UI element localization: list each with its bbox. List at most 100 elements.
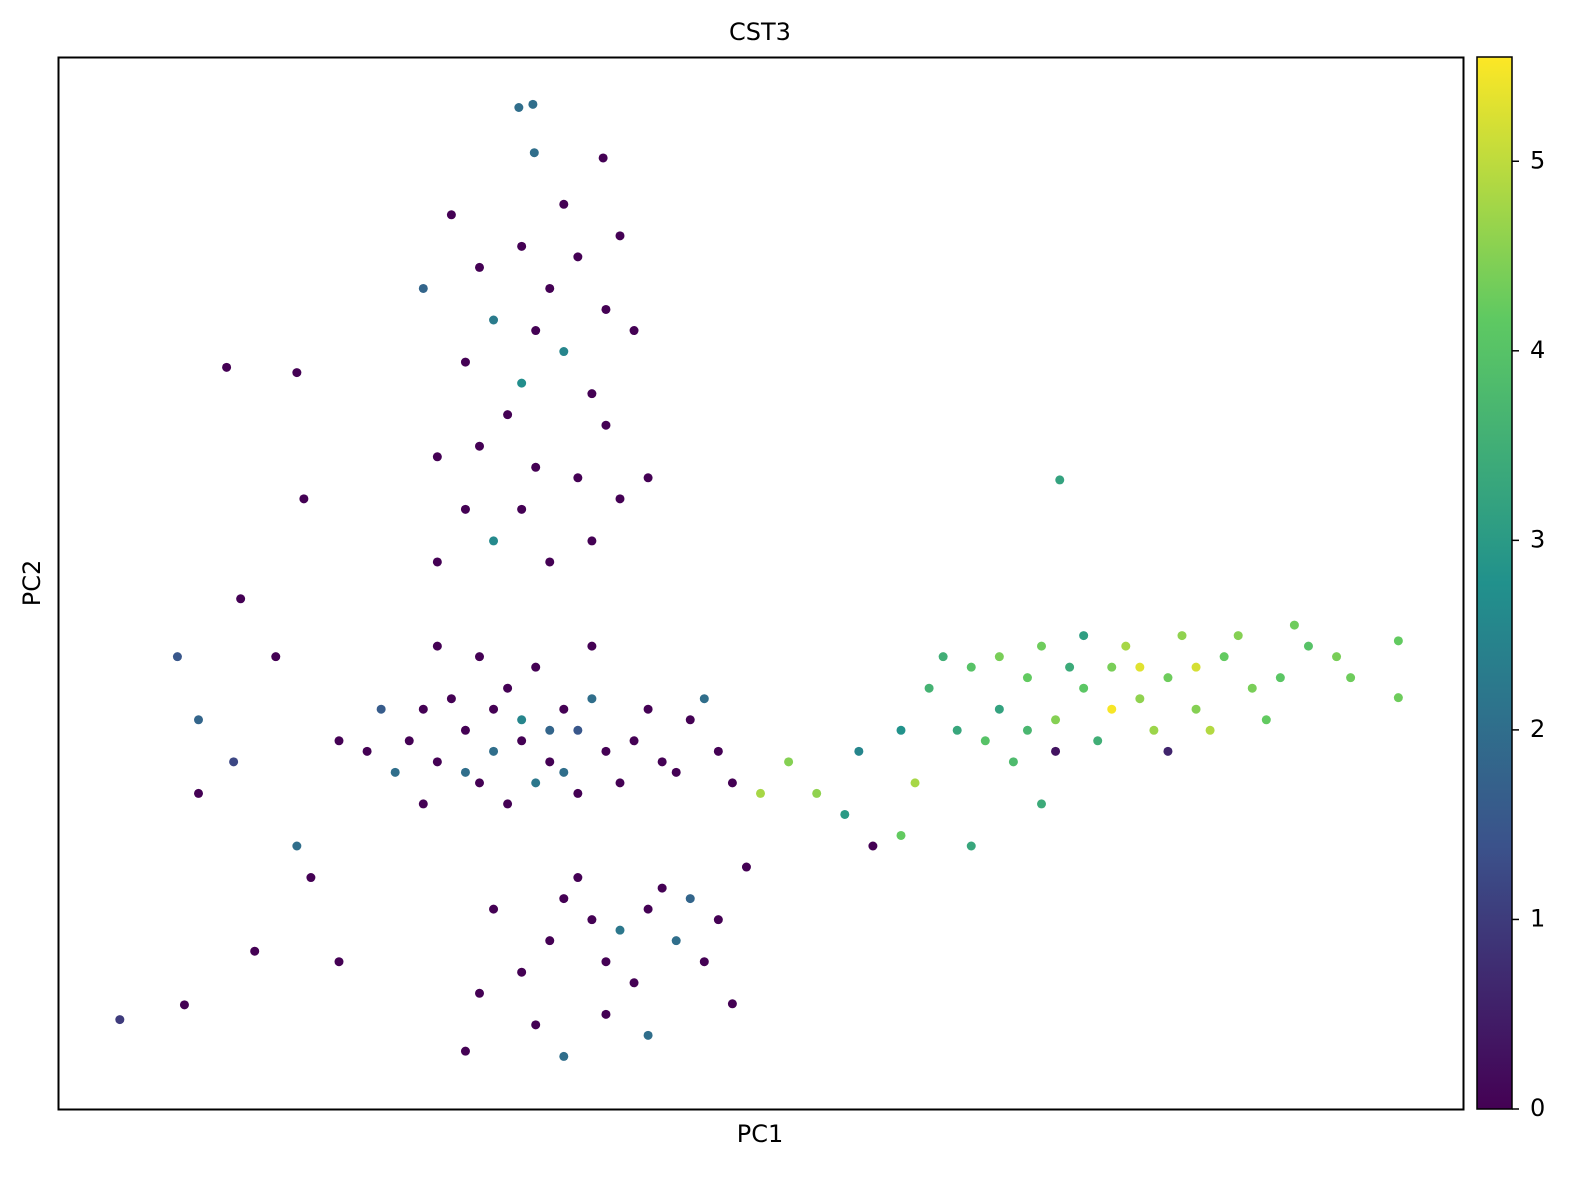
point — [531, 778, 541, 788]
point — [503, 799, 513, 809]
point — [460, 1046, 470, 1056]
point — [657, 757, 667, 767]
point — [587, 641, 597, 651]
point — [1205, 725, 1215, 735]
point — [236, 594, 246, 604]
point — [503, 683, 513, 693]
point — [812, 788, 822, 798]
point — [559, 1051, 569, 1061]
point — [1149, 725, 1159, 735]
point — [1177, 631, 1187, 641]
point — [1393, 693, 1403, 703]
point — [784, 757, 794, 767]
point — [643, 704, 653, 714]
point — [601, 420, 611, 430]
point — [559, 199, 569, 209]
point — [980, 736, 990, 746]
point — [1135, 662, 1145, 672]
point — [194, 788, 203, 798]
point — [460, 357, 470, 367]
x-axis-label: PC1 — [737, 1120, 784, 1148]
point — [896, 725, 906, 735]
point — [994, 704, 1004, 714]
point — [460, 725, 470, 735]
point — [1022, 673, 1032, 683]
point — [418, 704, 428, 714]
point — [229, 757, 239, 767]
point — [629, 326, 639, 336]
point — [475, 778, 484, 788]
point — [713, 746, 723, 756]
point — [868, 841, 878, 851]
point — [432, 557, 442, 567]
point — [559, 347, 569, 357]
point — [475, 988, 484, 998]
point — [1135, 694, 1145, 704]
point — [1247, 683, 1257, 693]
point — [418, 283, 428, 293]
point — [489, 315, 499, 325]
point — [727, 999, 737, 1009]
point — [966, 662, 976, 672]
point — [545, 283, 555, 293]
point — [1037, 641, 1046, 651]
point — [475, 262, 484, 272]
point — [489, 904, 499, 914]
point — [1219, 652, 1229, 662]
point — [854, 746, 864, 756]
point — [615, 778, 625, 788]
point — [573, 873, 583, 883]
point — [418, 799, 428, 809]
point — [1022, 725, 1032, 735]
point — [390, 767, 400, 777]
point — [172, 652, 182, 662]
point — [292, 368, 302, 378]
point — [924, 683, 934, 693]
point — [629, 978, 639, 988]
colorbar-tick-label: 4 — [1530, 336, 1545, 364]
y-axis-label: PC2 — [18, 560, 46, 607]
point — [460, 767, 470, 777]
point — [432, 757, 442, 767]
point — [896, 830, 906, 840]
point — [1037, 799, 1046, 809]
point — [615, 925, 625, 935]
point — [573, 725, 583, 735]
point — [299, 494, 309, 504]
point — [615, 494, 625, 504]
point — [685, 894, 695, 904]
point — [250, 946, 260, 956]
point — [1079, 631, 1089, 641]
point — [1051, 715, 1061, 725]
point — [1393, 636, 1403, 646]
point — [446, 694, 456, 704]
point — [475, 441, 484, 451]
point — [489, 536, 499, 546]
colorbar — [1476, 56, 1513, 1110]
point — [573, 252, 583, 262]
point — [587, 694, 597, 704]
point — [1275, 673, 1285, 683]
point — [545, 936, 555, 946]
point — [528, 99, 538, 109]
point — [601, 1009, 611, 1019]
colorbar-tick-label: 5 — [1530, 146, 1545, 174]
points — [115, 99, 1403, 1061]
point — [994, 652, 1004, 662]
point — [1191, 704, 1201, 714]
point — [179, 1000, 189, 1010]
point — [432, 641, 442, 651]
point — [1093, 736, 1103, 746]
point — [446, 210, 456, 220]
point — [460, 504, 470, 514]
point — [629, 736, 639, 746]
point — [598, 153, 608, 163]
point — [271, 652, 281, 662]
point — [1065, 662, 1075, 672]
point — [952, 725, 962, 735]
point — [545, 557, 555, 567]
point — [517, 715, 527, 725]
point — [475, 652, 484, 662]
point — [587, 915, 597, 925]
point — [966, 841, 976, 851]
